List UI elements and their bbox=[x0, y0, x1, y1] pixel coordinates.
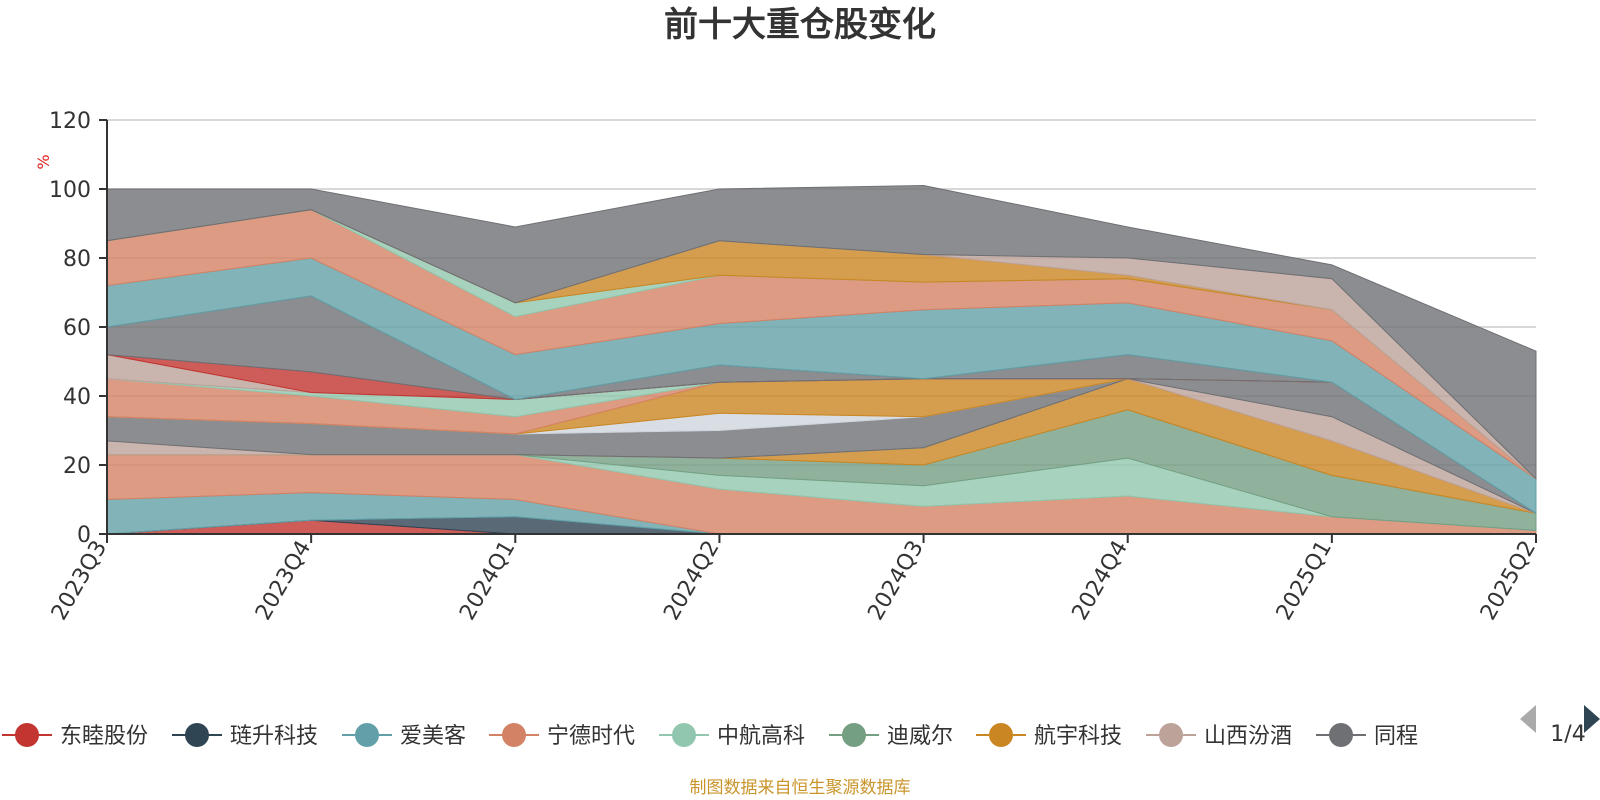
source-note: 制图数据来自恒生聚源数据库 bbox=[690, 778, 911, 798]
y-tick-label: 100 bbox=[49, 178, 91, 203]
stacked-areas bbox=[106, 185, 1537, 535]
y-tick-label: 80 bbox=[63, 247, 91, 272]
x-tick-label: 2024Q4 bbox=[1068, 537, 1133, 625]
x-tick-label: 2023Q4 bbox=[251, 537, 316, 625]
legend-items: 东睦股份 琏升科技 爱美客 宁德时代 中航高科 迪威尔 航宇科技 山西汾酒 同程 bbox=[2, 723, 1418, 749]
area-series bbox=[106, 185, 1537, 480]
legend-pager: 1/4 bbox=[1520, 705, 1600, 747]
pager-next-arrow-icon[interactable] bbox=[1584, 705, 1600, 733]
y-tick-label: 60 bbox=[63, 316, 91, 341]
page-indicator: 1/4 bbox=[1550, 722, 1585, 747]
x-tick-label: 2025Q1 bbox=[1272, 537, 1337, 625]
legend-label: 中航高科 bbox=[717, 724, 805, 749]
y-unit-label: % bbox=[34, 154, 53, 169]
legend-item[interactable]: 同程 bbox=[1316, 723, 1418, 749]
legend-item[interactable]: 琏升科技 bbox=[172, 723, 318, 749]
legend-label: 琏升科技 bbox=[230, 724, 318, 749]
legend-marker-icon bbox=[842, 723, 866, 747]
legend-marker-icon bbox=[355, 723, 379, 747]
legend-label: 爱美客 bbox=[400, 724, 466, 749]
x-tick-label: 2023Q3 bbox=[47, 537, 112, 625]
legend-item[interactable]: 中航高科 bbox=[659, 723, 805, 749]
legend-item[interactable]: 东睦股份 bbox=[2, 723, 148, 749]
legend-label: 宁德时代 bbox=[547, 724, 635, 749]
legend-label: 东睦股份 bbox=[60, 724, 148, 749]
legend-marker-icon bbox=[1329, 723, 1353, 747]
legend-label: 迪威尔 bbox=[887, 724, 953, 749]
legend-label: 山西汾酒 bbox=[1204, 724, 1292, 749]
legend-marker-icon bbox=[185, 723, 209, 747]
legend-item[interactable]: 山西汾酒 bbox=[1146, 723, 1292, 749]
pager-prev-arrow-icon[interactable] bbox=[1520, 705, 1536, 733]
x-axis: 2023Q3 2023Q4 2024Q1 2024Q2 2024Q3 2024Q4 2025… bbox=[47, 533, 1541, 625]
y-tick-label: 40 bbox=[63, 385, 91, 410]
y-tick-label: 0 bbox=[77, 523, 91, 548]
legend: 东睦股份 琏升科技 爱美客 宁德时代 中航高科 迪威尔 航宇科技 山西汾酒 同程 bbox=[2, 723, 1418, 749]
legend-label: 航宇科技 bbox=[1034, 724, 1122, 749]
y-tick-label: 120 bbox=[49, 109, 91, 134]
legend-item[interactable]: 宁德时代 bbox=[489, 723, 635, 749]
legend-item[interactable]: 航宇科技 bbox=[976, 723, 1122, 749]
legend-marker-icon bbox=[1159, 723, 1183, 747]
x-tick-label: 2024Q3 bbox=[863, 537, 928, 625]
legend-marker-icon bbox=[502, 723, 526, 747]
legend-label: 同程 bbox=[1374, 724, 1418, 749]
x-tick-label: 2024Q2 bbox=[659, 537, 724, 625]
legend-marker-icon bbox=[672, 723, 696, 747]
chart-title: 前十大重仓股变化 bbox=[664, 5, 936, 45]
x-tick-label: 2025Q2 bbox=[1476, 537, 1541, 625]
legend-marker-icon bbox=[15, 723, 39, 747]
y-tick-label: 20 bbox=[63, 454, 91, 479]
x-tick-label: 2024Q1 bbox=[455, 537, 520, 625]
legend-marker-icon bbox=[989, 723, 1013, 747]
y-axis: 0 20 40 60 80 100 120 bbox=[49, 109, 108, 548]
legend-item[interactable]: 爱美客 bbox=[342, 723, 466, 749]
legend-item[interactable]: 迪威尔 bbox=[829, 723, 953, 749]
